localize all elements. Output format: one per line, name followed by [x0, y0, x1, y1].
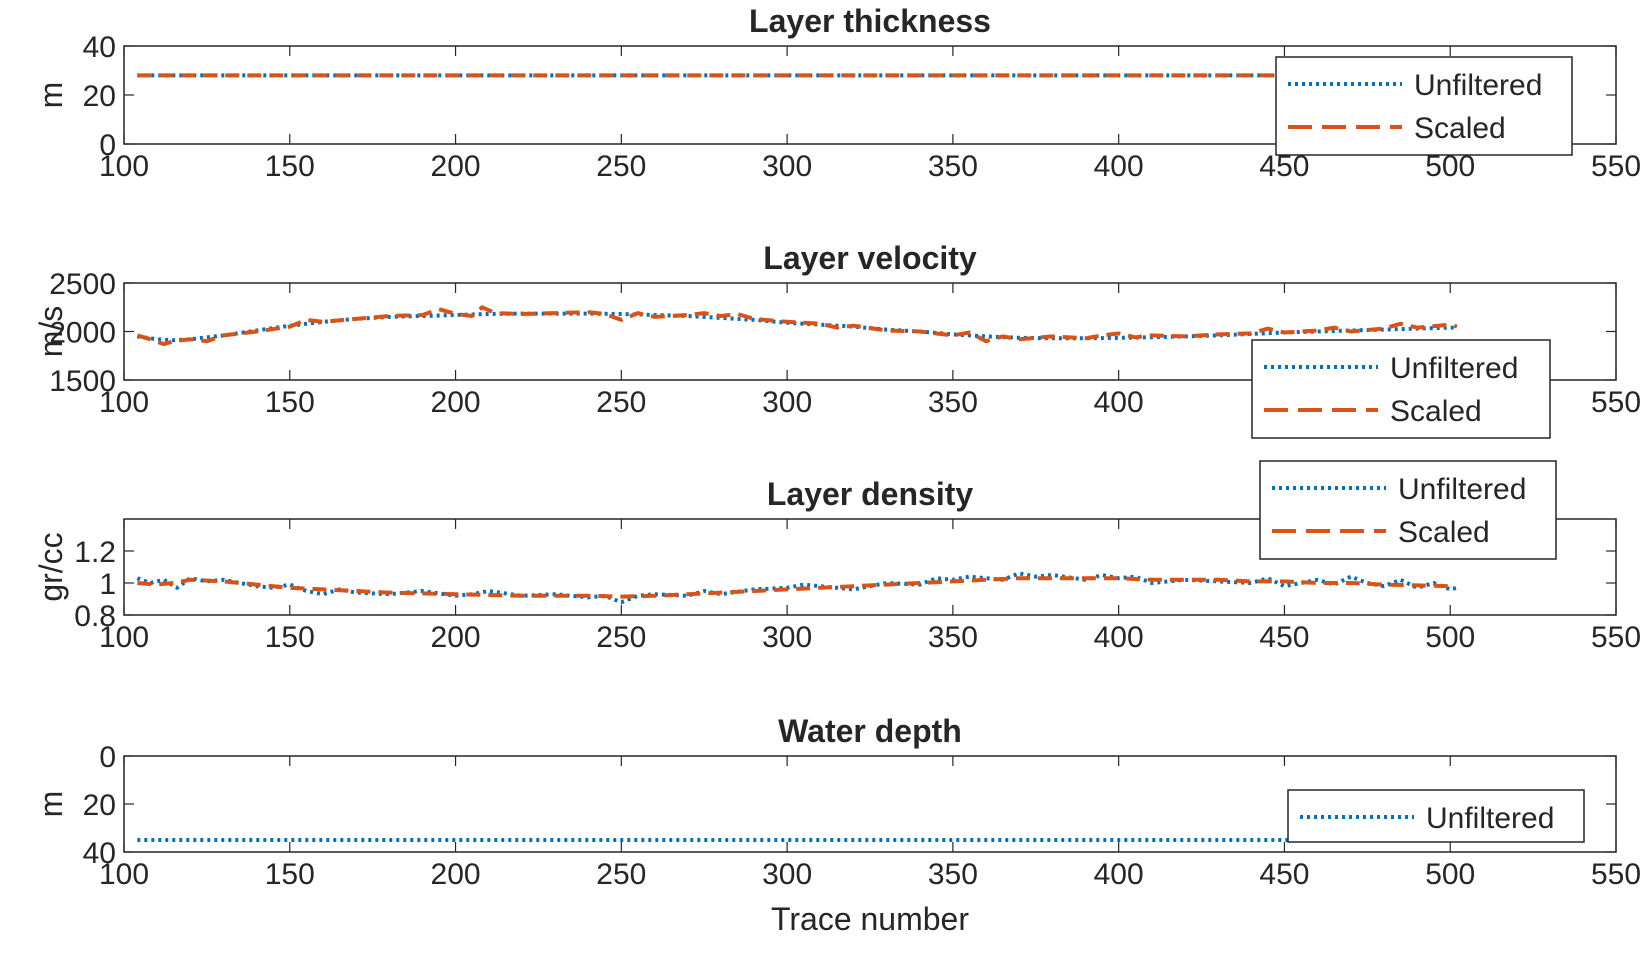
x-tick-label: 500: [1425, 621, 1475, 654]
x-axis-label: Trace number: [771, 901, 969, 937]
y-tick-label: 2500: [49, 268, 116, 301]
x-tick-label: 550: [1591, 621, 1641, 654]
x-tick-label: 450: [1259, 621, 1309, 654]
y-tick-label: 2000: [49, 317, 116, 350]
y-tick-label: 1: [99, 568, 116, 601]
series-line-scaled: [136, 305, 1458, 347]
chart-title: Layer velocity: [763, 240, 977, 276]
x-tick-label: 200: [431, 621, 481, 654]
x-tick-label: 200: [431, 150, 481, 183]
legend-label-unfiltered: Unfiltered: [1398, 473, 1526, 506]
x-tick-label: 250: [596, 150, 646, 183]
panel-2: 1001502002503003504004505005501500200025…: [33, 240, 1641, 439]
y-tick-label: 0.8: [74, 600, 116, 633]
x-tick-label: 400: [1094, 858, 1144, 891]
x-tick-label: 350: [928, 150, 978, 183]
y-tick-label: 1500: [49, 365, 116, 398]
x-tick-label: 100: [99, 150, 149, 183]
x-tick-label: 300: [762, 858, 812, 891]
x-tick-label: 450: [1259, 858, 1309, 891]
x-tick-label: 550: [1591, 150, 1641, 183]
chart-title: Water depth: [778, 713, 962, 749]
x-tick-label: 150: [265, 858, 315, 891]
x-tick-label: 550: [1591, 858, 1641, 891]
x-tick-label: 250: [596, 858, 646, 891]
chart-title: Layer thickness: [749, 3, 991, 39]
axes-box: [123, 518, 1617, 616]
y-tick-label: 40: [83, 31, 116, 64]
x-tick-label: 500: [1425, 858, 1475, 891]
panel-4: 100 150 200 250 300 350 400 450 500 550 0 20 40 Water…: [33, 713, 1641, 937]
x-tick-label: 350: [928, 858, 978, 891]
legend-box: [1251, 339, 1551, 439]
x-tick-label: 250: [596, 621, 646, 654]
legend-label-unfiltered: Unfiltered: [1414, 69, 1542, 102]
x-tick-label: 350: [928, 386, 978, 419]
legend: Unfiltered Scaled: [1251, 339, 1551, 439]
x-tick-label: 400: [1094, 150, 1144, 183]
legend-label-scaled: Scaled: [1398, 516, 1490, 549]
y-tick-label: 0: [99, 741, 116, 774]
x-tick-label: 300: [762, 386, 812, 419]
series-line-scaled: [137, 576, 1451, 599]
y-tick-label: 20: [83, 789, 116, 822]
panel-3: 100 150 200 250 300 350 400 450 500 550 0.811.2 Lay…: [33, 460, 1641, 654]
x-tick-label: 400: [1094, 386, 1144, 419]
x-tick-label: 150: [265, 150, 315, 183]
y-axis-label: m: [33, 82, 69, 109]
x-tick-label: 350: [928, 621, 978, 654]
x-tick-label: 100: [99, 386, 149, 419]
x-tick-label: 300: [762, 150, 812, 183]
x-tick-label: 200: [431, 386, 481, 419]
y-tick-label: 40: [83, 837, 116, 870]
y-tick-label: 0: [99, 129, 116, 162]
legend-box: [1275, 56, 1573, 156]
y-tick-label: 20: [83, 80, 116, 113]
legend-label-scaled: Scaled: [1390, 395, 1482, 428]
x-tick-label: 100: [99, 858, 149, 891]
x-tick-label: 250: [596, 386, 646, 419]
panel-1: 100 150 200 250 300 350 400 450 500 55002040Layer…: [33, 3, 1641, 183]
legend: Unfiltered Scaled: [1275, 56, 1573, 156]
y-axis-label: gr/cc: [33, 532, 69, 601]
x-tick-label: 400: [1094, 621, 1144, 654]
legend: Unfiltered Scaled: [1259, 460, 1557, 560]
x-tick-label: 550: [1591, 386, 1641, 419]
x-tick-label: 150: [265, 386, 315, 419]
legend-box: [1287, 789, 1585, 843]
legend-label-scaled: Scaled: [1414, 112, 1506, 145]
y-axis-label: m/s: [33, 306, 69, 358]
x-tick-label: 100: [99, 621, 149, 654]
x-tick-label: 150: [265, 621, 315, 654]
y-axis-label: m: [33, 791, 69, 818]
chart-title: Layer density: [767, 476, 974, 512]
legend-label-unfiltered: Unfiltered: [1390, 352, 1518, 385]
legend: Unfiltered: [1287, 789, 1585, 843]
legend-label-unfiltered: Unfiltered: [1426, 802, 1554, 835]
x-tick-label: 200: [431, 858, 481, 891]
legend-box: [1259, 460, 1557, 560]
y-tick-label: 1.2: [74, 536, 116, 569]
x-tick-label: 300: [762, 621, 812, 654]
series-line-unfiltered: [137, 311, 1457, 343]
